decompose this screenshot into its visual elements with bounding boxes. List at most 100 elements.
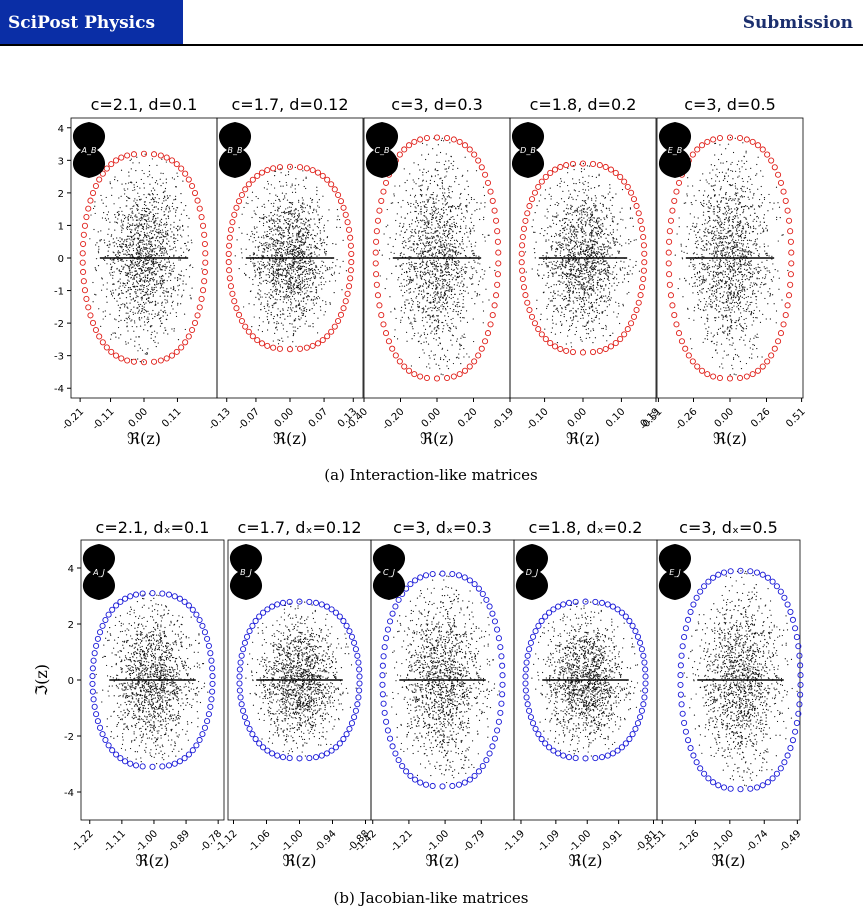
- eigenvalue-point: [435, 339, 437, 341]
- eigenvalue-point: [149, 251, 151, 253]
- submission-label: Submission: [742, 13, 853, 33]
- eigenvalue-point: [307, 268, 310, 270]
- eigenvalue-point: [300, 317, 302, 319]
- eigenvalue-point: [127, 265, 129, 268]
- eigenvalue-point: [139, 250, 142, 252]
- eigenvalue-point: [417, 310, 420, 312]
- eigenvalue-point: [260, 302, 263, 304]
- boundary-marker: [227, 283, 234, 290]
- eigenvalue-point: [158, 311, 160, 313]
- boundary-marker: [201, 231, 208, 238]
- eigenvalue-point: [128, 214, 130, 216]
- eigenvalue-point: [460, 218, 462, 220]
- eigenvalue-point: [411, 264, 413, 266]
- eigenvalue-point: [256, 254, 258, 256]
- eigenvalue-point: [243, 206, 245, 209]
- boundary-marker: [411, 138, 418, 145]
- eigenvalue-point: [124, 304, 126, 306]
- eigenvalue-point: [440, 294, 442, 296]
- eigenvalue-point: [580, 227, 582, 230]
- eigenvalue-point: [130, 264, 132, 266]
- eigenvalue-point: [135, 248, 138, 250]
- eigenvalue-point: [544, 328, 546, 330]
- eigenvalue-point: [476, 208, 478, 211]
- eigenvalue-point: [455, 239, 458, 241]
- eigenvalue-point: [407, 203, 410, 205]
- eigenvalue-point: [141, 217, 143, 219]
- eigenvalue-point: [154, 255, 157, 257]
- eigenvalue-point: [300, 273, 302, 275]
- eigenvalue-point: [107, 250, 109, 252]
- eigenvalue-point: [145, 236, 148, 238]
- eigenvalue-point: [452, 269, 454, 271]
- eigenvalue-point: [290, 252, 292, 254]
- eigenvalue-point: [160, 185, 162, 187]
- boundary-marker: [328, 181, 335, 188]
- eigenvalue-point: [439, 252, 441, 254]
- eigenvalue-point: [555, 262, 557, 264]
- eigenvalue-point: [131, 210, 133, 212]
- eigenvalue-point: [434, 232, 436, 234]
- eigenvalue-point: [275, 283, 277, 285]
- eigenvalue-point: [271, 264, 274, 266]
- eigenvalue-point: [403, 285, 406, 287]
- eigenvalue-point: [182, 229, 184, 231]
- eigenvalue-point: [451, 256, 453, 258]
- eigenvalue-point: [282, 308, 284, 310]
- eigenvalue-point: [255, 213, 257, 216]
- eigenvalue-point: [450, 293, 453, 296]
- eigenvalue-point: [450, 268, 453, 270]
- eigenvalue-point: [266, 242, 268, 244]
- eigenvalue-point: [294, 245, 296, 247]
- boundary-marker: [494, 281, 501, 288]
- eigenvalue-point: [122, 282, 124, 284]
- eigenvalue-point: [268, 309, 270, 311]
- eigenvalue-point: [417, 304, 419, 306]
- eigenvalue-point: [162, 248, 164, 250]
- eigenvalue-point: [427, 220, 429, 222]
- eigenvalue-point: [283, 260, 285, 262]
- eigenvalue-point: [125, 245, 128, 247]
- eigenvalue-point: [115, 221, 118, 223]
- eigenvalue-point: [567, 208, 569, 210]
- eigenvalue-point: [445, 319, 447, 322]
- eigenvalue-point: [438, 301, 441, 303]
- boundary-marker: [83, 214, 90, 221]
- eigenvalue-point: [287, 307, 289, 309]
- eigenvalue-point: [118, 197, 120, 199]
- eigenvalue-point: [416, 277, 418, 279]
- eigenvalue-point: [140, 278, 143, 280]
- eigenvalue-point: [134, 340, 136, 342]
- eigenvalue-point: [284, 279, 286, 281]
- eigenvalue-point: [574, 244, 576, 247]
- eigenvalue-point: [124, 243, 126, 246]
- eigenvalue-point: [412, 309, 414, 311]
- eigenvalue-point: [294, 330, 297, 332]
- eigenvalue-point: [309, 207, 311, 209]
- eigenvalue-point: [137, 238, 139, 240]
- eigenvalue-point: [386, 208, 388, 211]
- eigenvalue-point: [292, 326, 294, 328]
- eigenvalue-point: [310, 277, 313, 279]
- eigenvalue-point: [443, 263, 445, 266]
- eigenvalue-point: [417, 244, 419, 246]
- eigenvalue-point: [419, 242, 422, 244]
- eigenvalue-point: [435, 288, 437, 290]
- eigenvalue-point: [170, 305, 173, 307]
- eigenvalue-point: [302, 223, 304, 225]
- eigenvalue-point: [451, 322, 453, 325]
- boundary-marker: [382, 179, 390, 186]
- eigenvalue-point: [435, 294, 437, 296]
- eigenvalue-point: [300, 250, 302, 253]
- eigenvalue-point: [302, 241, 304, 243]
- eigenvalue-point: [301, 250, 303, 252]
- eigenvalue-point: [119, 297, 121, 299]
- eigenvalue-point: [261, 264, 263, 266]
- eigenvalue-point: [270, 249, 272, 251]
- eigenvalue-point: [473, 225, 475, 227]
- eigenvalue-point: [156, 254, 158, 256]
- eigenvalue-point: [443, 354, 446, 356]
- eigenvalue-point: [310, 218, 312, 220]
- eigenvalue-point: [401, 268, 403, 270]
- eigenvalue-point: [391, 272, 393, 275]
